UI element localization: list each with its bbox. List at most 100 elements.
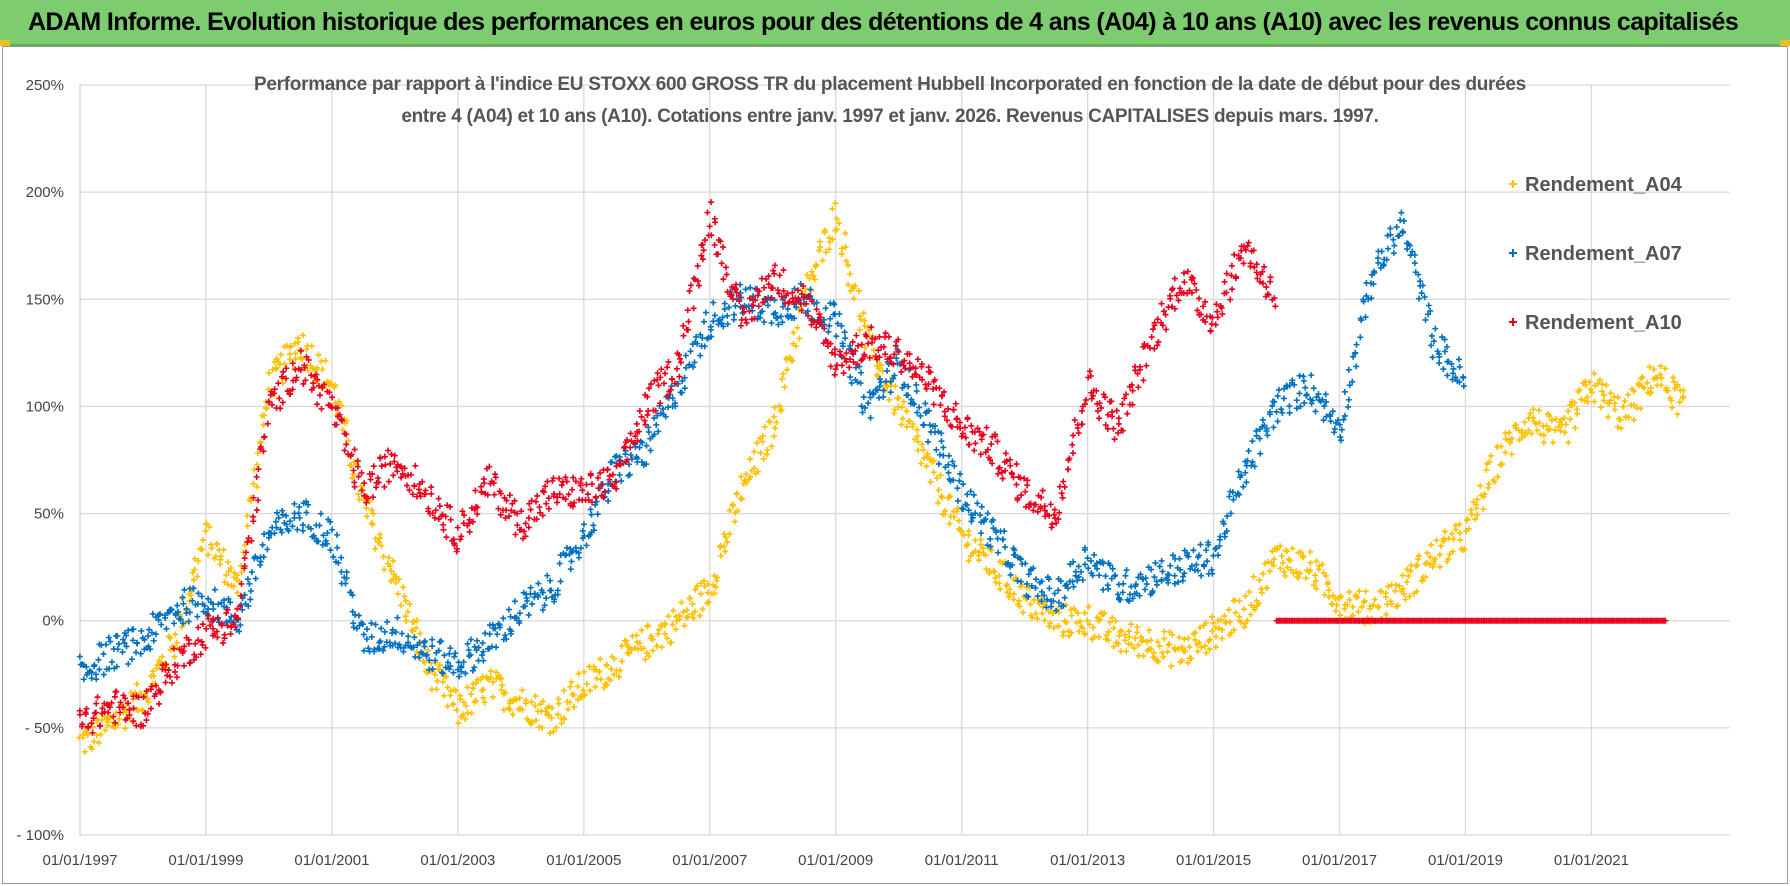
data-point [668,639,675,646]
data-point [1395,602,1401,609]
data-point [1561,429,1568,436]
data-point [805,293,812,300]
data-point [1399,572,1406,579]
x-tick-label: 01/01/2005 [546,852,621,869]
data-point [1164,648,1171,655]
data-point [250,494,257,501]
data-point [320,381,327,388]
data-point [535,580,542,587]
data-point [957,470,964,477]
chart-frame [2,46,1788,884]
data-point [157,688,164,695]
data-point [491,491,498,498]
data-point [1414,562,1421,569]
data-point [684,326,691,333]
data-point [324,529,331,536]
data-point [254,450,261,457]
data-point [750,302,757,309]
data-point [1066,455,1073,462]
data-point [1115,420,1122,427]
data-point [584,491,591,498]
data-point [580,687,587,694]
data-point [672,403,679,410]
data-point [909,420,916,427]
data-point [980,431,987,438]
data-point [616,667,623,674]
data-point [1165,579,1172,586]
data-point [545,495,552,502]
data-point [1060,628,1067,635]
data-point [198,593,205,600]
data-point [645,407,652,414]
data-point [968,511,975,518]
data-point [1279,559,1286,566]
data-point [1154,342,1161,349]
data-point [1630,416,1637,423]
data-point [597,470,604,477]
data-point [1081,544,1088,551]
data-point [1109,413,1116,420]
data-point [1055,516,1062,523]
data-point [1065,585,1072,592]
data-point [1084,555,1091,562]
data-point [554,711,561,718]
data-point [950,477,957,484]
data-point [81,748,88,755]
data-point [934,475,941,482]
data-point [1390,250,1397,257]
data-point [996,580,1003,587]
data-point [502,689,509,696]
data-point [925,381,932,388]
data-point [335,559,342,566]
data-point [1259,268,1266,275]
data-point [838,245,845,252]
data-point [945,469,952,476]
data-point [407,471,414,478]
data-point [1253,427,1260,434]
data-point [1319,396,1326,403]
data-point [1050,598,1057,605]
data-point [701,343,708,350]
data-point [548,715,555,722]
data-point [626,471,633,478]
data-point [707,326,714,333]
data-point [577,545,584,552]
data-point [760,455,767,462]
data-point [951,462,958,469]
data-point [719,314,726,321]
data-point [1321,403,1328,410]
data-point [244,539,251,546]
data-point [1229,489,1236,496]
data-point [781,384,788,391]
data-point [1240,260,1247,267]
data-point [589,499,596,506]
data-point [1119,589,1126,596]
data-point [882,330,889,337]
data-point [364,495,371,502]
data-point [1123,391,1130,398]
data-point [1242,593,1249,600]
data-point [874,387,881,394]
data-point [1422,316,1429,323]
data-point [1302,575,1309,582]
data-point [1175,297,1182,304]
data-point [886,396,893,403]
data-point [1295,574,1302,581]
data-point [292,356,299,363]
data-point [1194,307,1201,314]
data-point [1002,467,1009,474]
data-point [1377,588,1384,595]
data-point [977,541,984,548]
data-point [721,543,728,550]
data-point [1396,583,1403,590]
data-point [826,322,833,329]
data-point [1494,473,1501,480]
data-point [291,500,298,507]
data-point [80,676,87,683]
data-point [217,556,224,563]
data-point [1137,571,1144,578]
data-point [729,283,736,290]
data-point [1061,594,1068,601]
data-point [253,507,260,514]
data-point [1474,496,1481,503]
